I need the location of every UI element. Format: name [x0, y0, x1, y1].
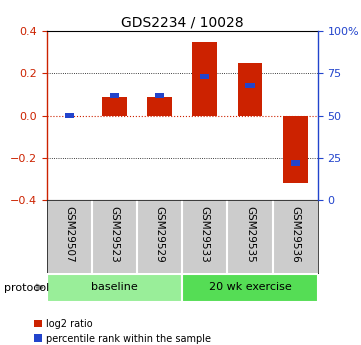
Text: GSM29536: GSM29536: [290, 206, 300, 263]
Text: GSM29523: GSM29523: [110, 206, 119, 263]
Bar: [102, 97, 127, 116]
Bar: [291, 160, 300, 166]
Legend: log2 ratio, percentile rank within the sample: log2 ratio, percentile rank within the s…: [34, 319, 212, 344]
Bar: [238, 63, 262, 116]
Bar: [155, 93, 164, 98]
Bar: [200, 74, 209, 79]
Text: GSM29533: GSM29533: [200, 206, 210, 263]
Text: GSM29507: GSM29507: [65, 206, 74, 263]
Bar: [192, 42, 217, 116]
Bar: [110, 93, 119, 98]
Text: baseline: baseline: [91, 283, 138, 293]
Bar: [245, 82, 255, 88]
Bar: [47, 274, 182, 302]
Text: GSM29535: GSM29535: [245, 206, 255, 263]
Title: GDS2234 / 10028: GDS2234 / 10028: [121, 16, 244, 30]
Bar: [65, 113, 74, 118]
Text: protocol: protocol: [4, 283, 49, 293]
Text: 20 wk exercise: 20 wk exercise: [209, 283, 291, 293]
Bar: [283, 116, 308, 183]
Bar: [147, 97, 172, 116]
Text: GSM29529: GSM29529: [155, 206, 165, 263]
Bar: [182, 274, 318, 302]
